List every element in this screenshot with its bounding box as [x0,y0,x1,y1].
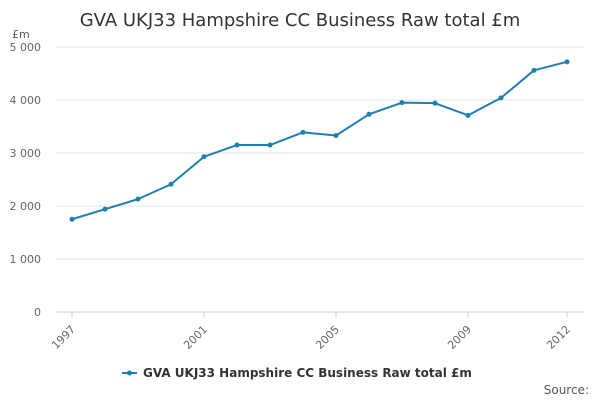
data-point[interactable] [234,142,240,148]
y-tick-label: 2 000 [10,200,42,213]
grid-lines [56,46,584,313]
data-point[interactable] [333,133,339,139]
legend-point-marker [127,370,132,376]
y-axis-ticks: 0 1 000 2 000 3 000 4 000 5 000 [10,41,42,319]
data-point[interactable] [531,67,537,73]
data-point[interactable] [564,59,570,65]
chart-title: GVA UKJ33 Hampshire CC Business Raw tota… [80,10,521,31]
x-tick-label: 2009 [445,323,474,352]
data-point[interactable] [465,112,471,118]
data-point[interactable] [300,129,306,135]
data-point[interactable] [102,206,108,212]
y-tick-label: 5 000 [10,41,42,54]
data-point[interactable] [201,154,207,160]
y-tick-label: 3 000 [10,147,42,160]
source-label: Source: [544,383,589,397]
legend[interactable]: GVA UKJ33 Hampshire CC Business Raw tota… [122,366,472,380]
series-line [71,60,568,221]
y-tick-label: 0 [34,306,41,319]
x-tick-label: 2001 [181,323,210,352]
y-tick-label: 4 000 [10,94,42,107]
data-point[interactable] [399,100,405,106]
legend-label: GVA UKJ33 Hampshire CC Business Raw tota… [143,366,472,380]
y-unit-label: £m [12,28,30,41]
series-group [69,59,570,222]
x-tick-label: 2012 [544,323,573,352]
y-tick-label: 1 000 [10,253,42,266]
x-tick-label: 2005 [313,323,342,352]
data-point[interactable] [69,216,75,222]
data-point[interactable] [267,142,273,148]
data-point[interactable] [168,181,174,187]
data-point[interactable] [366,111,372,117]
x-axis-ticks: 1997 2001 2005 2009 2012 [49,312,573,352]
data-point[interactable] [498,95,504,101]
x-tick-label: 1997 [49,323,78,352]
data-point[interactable] [432,100,438,106]
data-point[interactable] [135,196,141,202]
